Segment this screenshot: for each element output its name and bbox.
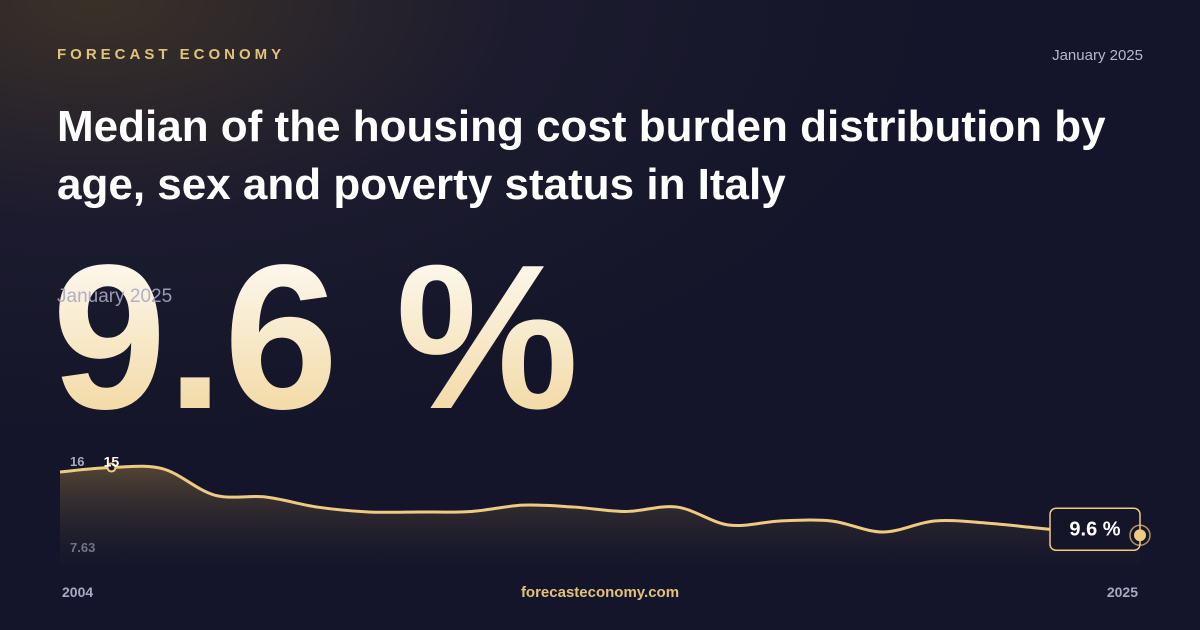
headline-date: January 2025 <box>57 286 172 307</box>
y-tick-label: 16 <box>70 454 84 469</box>
end-point <box>1134 529 1146 542</box>
max-point <box>106 462 117 473</box>
x-tick-label: 2004 <box>62 584 93 600</box>
area <box>60 466 1140 565</box>
date: January 2025 <box>1052 47 1143 64</box>
x-tick-label: 2025 <box>1107 584 1138 600</box>
line <box>59 464 1141 537</box>
end-point-ring <box>1129 524 1151 547</box>
footer: forecasteconomy.com <box>521 584 679 601</box>
max-label: 15 <box>104 454 120 470</box>
sparkline: 7.631620042025159.6 % <box>59 454 1151 600</box>
brand: FORECAST ECONOMY <box>57 46 285 63</box>
end-label: 9.6 % <box>1069 518 1120 540</box>
chart-title: Median of the housing cost burden distri… <box>57 102 1106 209</box>
headline-value: 9.6 % <box>52 222 579 452</box>
